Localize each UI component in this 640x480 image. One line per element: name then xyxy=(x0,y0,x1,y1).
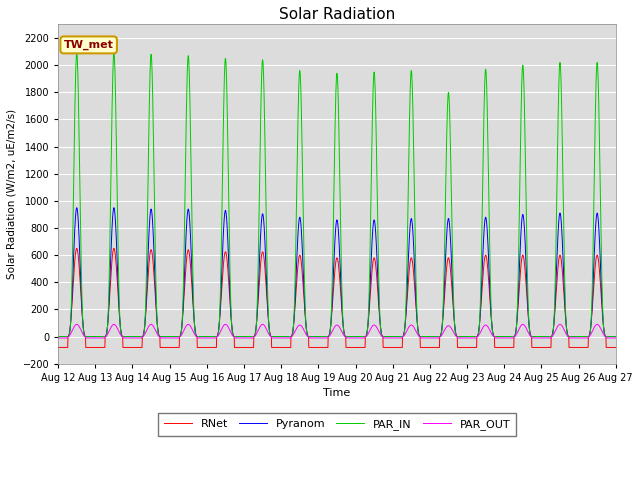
PAR_OUT xyxy=(54,335,62,341)
PAR_IN xyxy=(365,287,373,292)
RNet xyxy=(73,245,81,251)
PAR_OUT xyxy=(73,322,81,327)
Line: PAR_IN: PAR_IN xyxy=(58,53,616,336)
PAR_OUT xyxy=(210,335,218,341)
RNet xyxy=(612,345,620,350)
Pyranom xyxy=(578,334,586,339)
X-axis label: Time: Time xyxy=(323,388,351,398)
PAR_IN xyxy=(499,334,507,339)
PAR_OUT xyxy=(353,335,361,341)
Pyranom xyxy=(563,324,570,330)
Pyranom xyxy=(54,334,62,339)
Line: Pyranom: Pyranom xyxy=(58,208,616,336)
Text: TW_met: TW_met xyxy=(64,40,114,50)
PAR_IN xyxy=(210,334,218,339)
Title: Solar Radiation: Solar Radiation xyxy=(279,7,395,22)
PAR_OUT xyxy=(578,335,586,341)
PAR_IN xyxy=(612,334,620,339)
Pyranom xyxy=(365,302,373,308)
PAR_OUT xyxy=(612,335,620,341)
RNet xyxy=(353,345,361,350)
RNet xyxy=(578,345,586,350)
PAR_OUT xyxy=(499,335,507,341)
PAR_OUT xyxy=(563,332,570,337)
Pyranom xyxy=(612,334,620,339)
RNet xyxy=(499,345,507,350)
RNet xyxy=(563,324,570,330)
Y-axis label: Solar Radiation (W/m2, uE/m2/s): Solar Radiation (W/m2, uE/m2/s) xyxy=(7,109,17,279)
RNet xyxy=(210,345,218,350)
Line: PAR_OUT: PAR_OUT xyxy=(58,324,616,338)
RNet xyxy=(54,345,62,350)
PAR_IN xyxy=(73,50,81,56)
Legend: RNet, Pyranom, PAR_IN, PAR_OUT: RNet, Pyranom, PAR_IN, PAR_OUT xyxy=(158,413,516,435)
Line: RNet: RNet xyxy=(58,248,616,348)
PAR_IN xyxy=(563,325,570,331)
Pyranom xyxy=(210,334,218,339)
RNet xyxy=(365,307,373,312)
PAR_OUT xyxy=(365,329,373,335)
PAR_IN xyxy=(54,334,62,339)
Pyranom xyxy=(499,334,507,339)
PAR_IN xyxy=(578,334,586,339)
Pyranom xyxy=(353,334,361,339)
PAR_IN xyxy=(353,334,361,339)
Pyranom xyxy=(73,205,81,211)
